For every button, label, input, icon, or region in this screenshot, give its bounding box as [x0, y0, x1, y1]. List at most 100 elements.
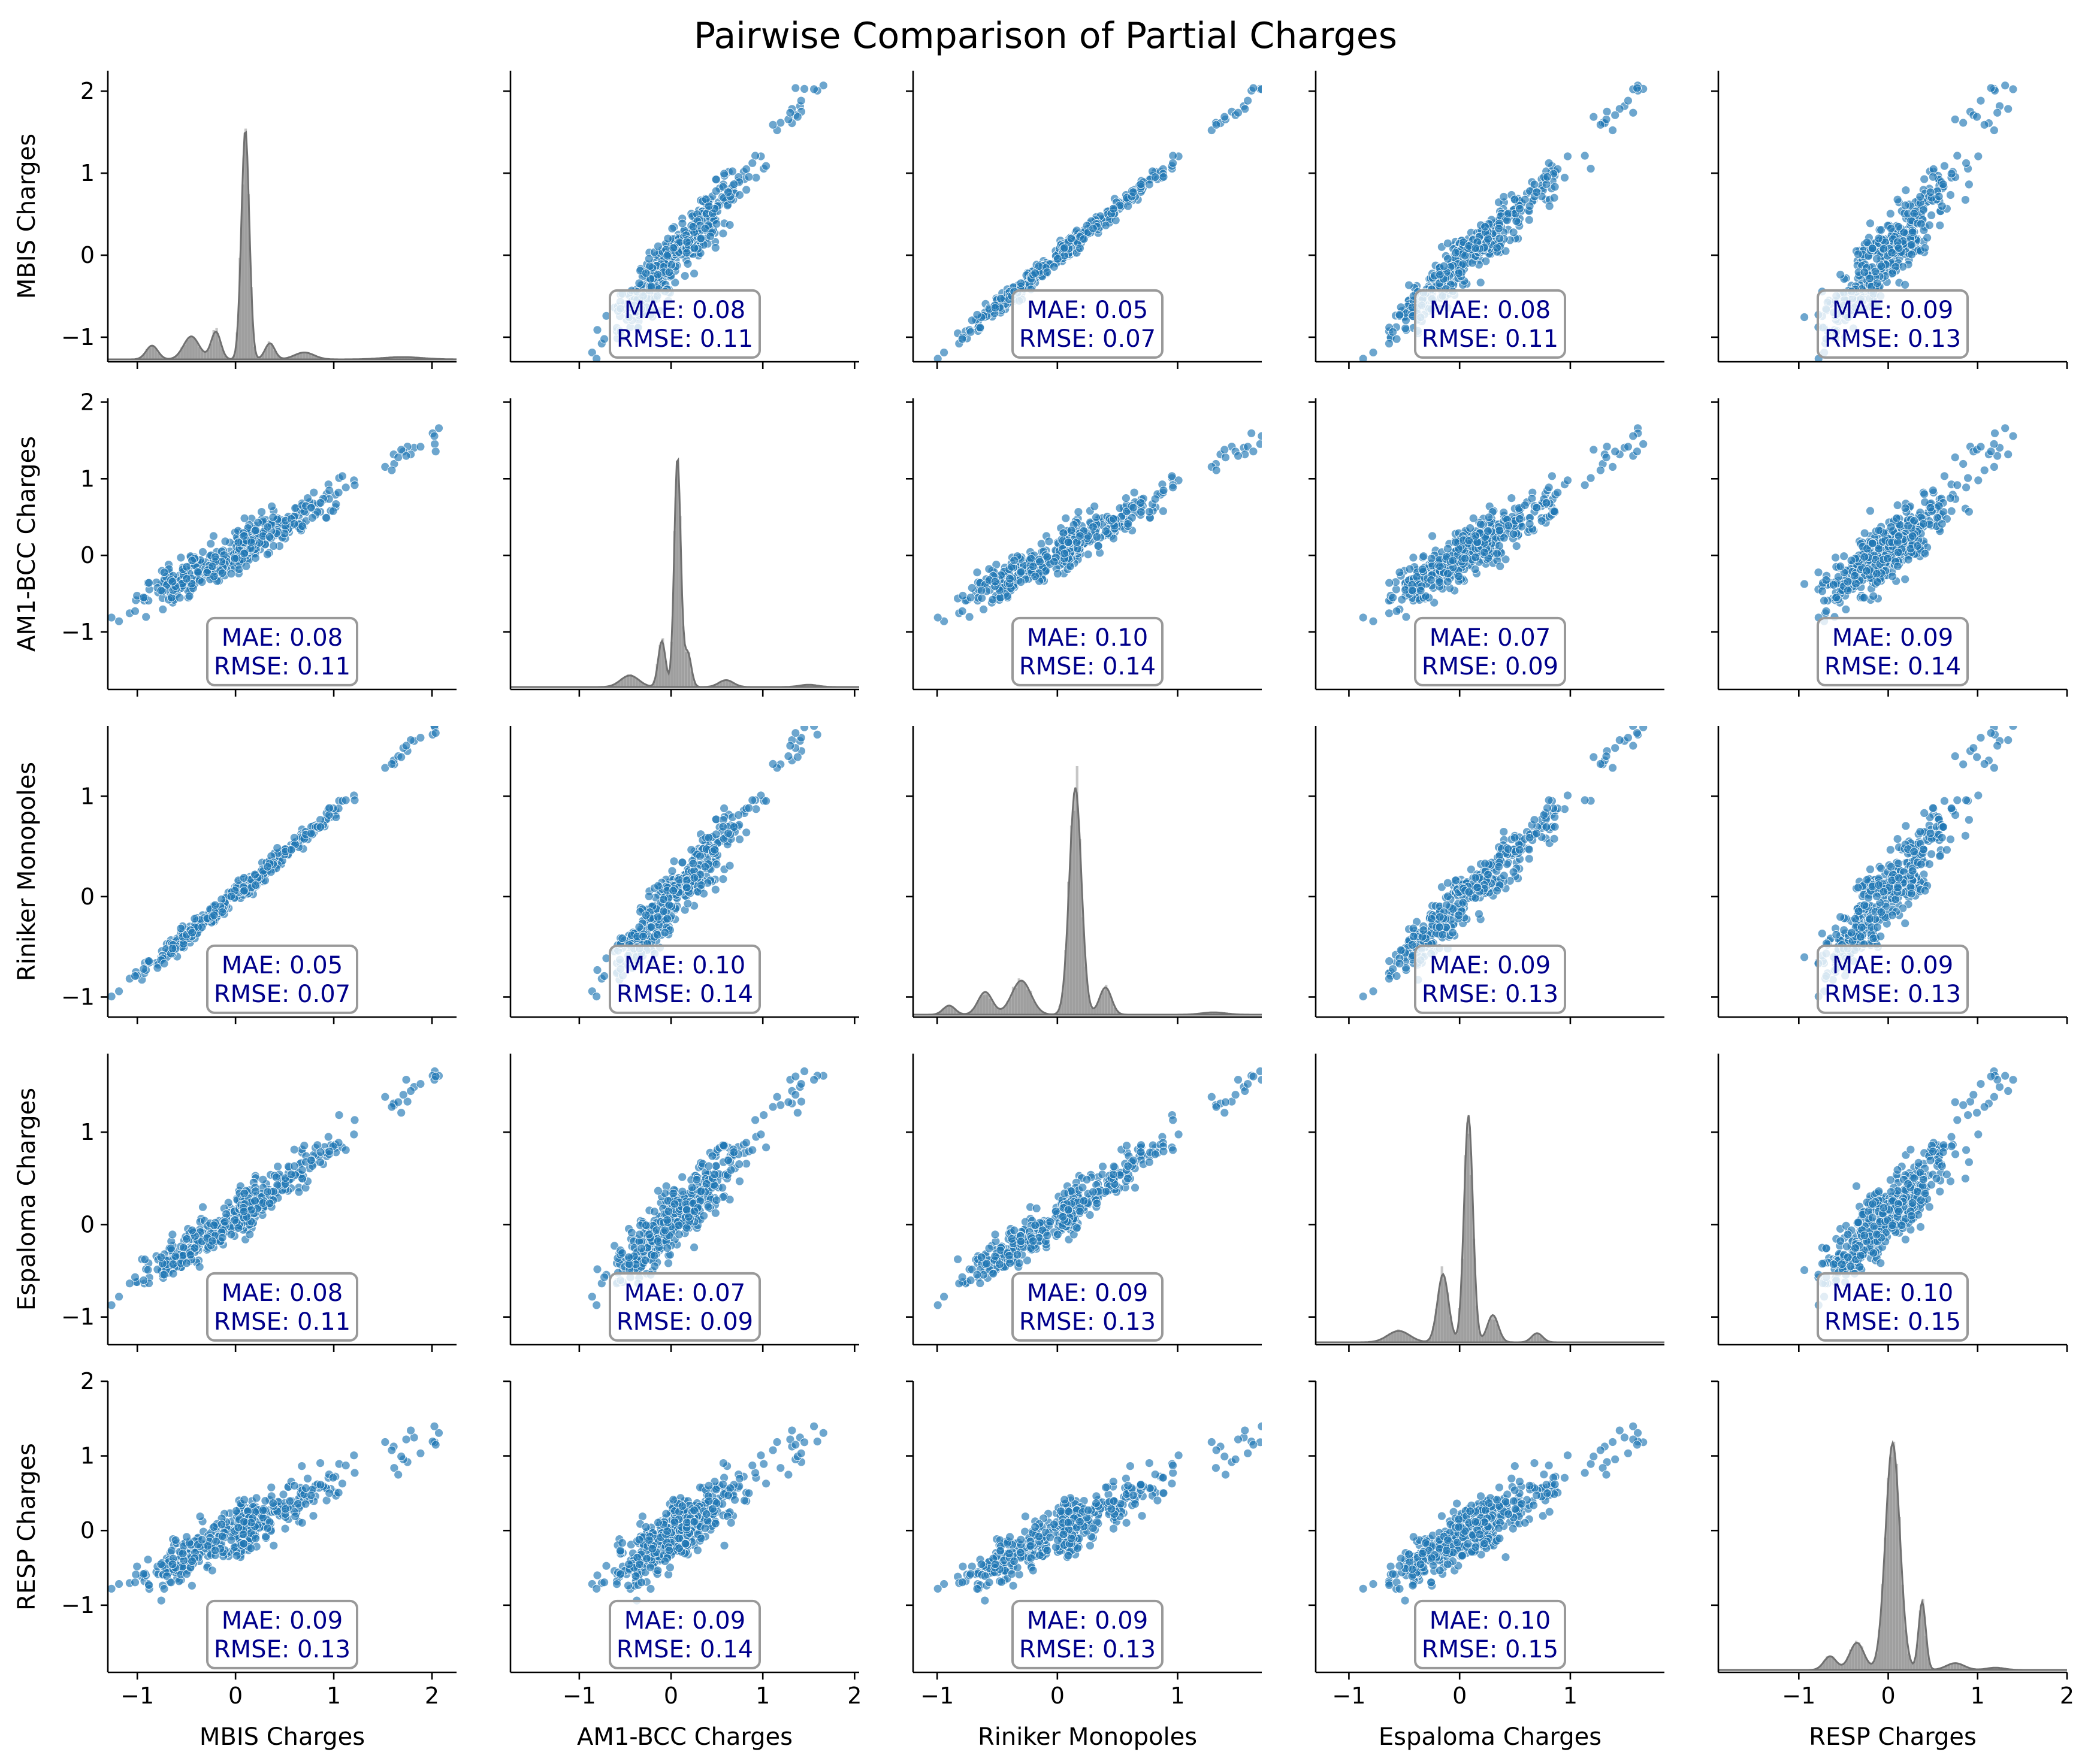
scatter-point [1871, 267, 1880, 276]
mae-label: MAE: 0.05 [1027, 296, 1148, 324]
scatter-point [1962, 158, 1971, 168]
scatter-point [1989, 439, 1999, 449]
scatter-point [131, 972, 140, 981]
scatter-point [1920, 243, 1930, 253]
scatter-point [182, 574, 191, 583]
scatter-point [1868, 244, 1877, 253]
scatter-point [144, 957, 154, 966]
scatter-point [1249, 447, 1258, 456]
scatter-point [1428, 531, 1437, 541]
scatter-point [1451, 248, 1460, 258]
scatter-point [1392, 606, 1401, 616]
scatter-point [1918, 205, 1928, 214]
scatter-point [742, 185, 751, 195]
scatter-point [818, 81, 828, 90]
scatter-point [1123, 519, 1133, 528]
scatter-point [1962, 483, 1971, 492]
scatter-point [1527, 494, 1537, 503]
plot-area [933, 83, 1262, 362]
scatter-point [1512, 541, 1521, 550]
scatter-point [1159, 486, 1168, 495]
scatter-point [1927, 210, 1936, 220]
scatter-point [1010, 556, 1019, 565]
y-tick-label: 0 [80, 242, 95, 268]
scatter-point [1479, 547, 1489, 557]
scatter-point [1608, 126, 1618, 135]
scatter-point [1900, 280, 1910, 289]
scatter-point [1240, 104, 1250, 114]
scatter-point [1465, 524, 1475, 532]
scatter-point [262, 550, 272, 559]
scatter-point [1026, 554, 1036, 563]
scatter-point [1066, 234, 1076, 243]
scatter-point [1894, 222, 1903, 231]
scatter-point [1507, 494, 1516, 503]
scatter-point [1829, 580, 1838, 589]
scatter-point [735, 190, 744, 199]
scatter-point [1893, 501, 1902, 510]
scatter-point [1483, 234, 1493, 244]
scatter-point [1401, 612, 1411, 622]
scatter-point [401, 451, 411, 461]
scatter-point [587, 348, 597, 357]
scatter-point [322, 513, 331, 522]
scatter-point [791, 83, 800, 93]
scatter-point [1150, 173, 1160, 182]
scatter-point [663, 234, 673, 243]
scatter-point [1471, 243, 1480, 253]
scatter-point [1908, 228, 1917, 237]
scatter-point [1923, 233, 1932, 243]
scatter-point [168, 944, 177, 953]
scatter-point [1937, 519, 1947, 528]
scatter-point [1934, 192, 1944, 201]
scatter-point [203, 568, 212, 577]
scatter-point [1159, 506, 1168, 516]
scatter-point [1974, 152, 1983, 161]
scatter-point [1454, 571, 1464, 581]
scatter-point [268, 513, 278, 522]
scatter-point [263, 862, 273, 872]
scatter-point [1108, 204, 1118, 213]
scatter-point [1443, 544, 1452, 553]
scatter-point [1628, 108, 1638, 117]
scatter-point [206, 539, 216, 549]
scatter-point [1075, 243, 1084, 253]
scatter-point [1874, 544, 1884, 553]
scatter-point [1101, 527, 1111, 536]
scatter-point [667, 224, 677, 234]
scatter-point [1632, 447, 1642, 456]
scatter-point [1427, 554, 1436, 563]
stats-box [206, 616, 358, 686]
scatter-point [1492, 549, 1502, 558]
scatter-point [401, 741, 411, 751]
scatter-point [1089, 223, 1098, 233]
scatter-point [156, 586, 166, 595]
scatter-point [1947, 506, 1956, 516]
scatter-point [397, 445, 406, 455]
scatter-point [1043, 267, 1052, 277]
scatter-point [1916, 219, 1926, 229]
scatter-point [230, 554, 240, 563]
scatter-point [1049, 557, 1059, 567]
scatter-point [1800, 313, 1809, 322]
scatter-point [394, 453, 403, 462]
scatter-point [1093, 541, 1103, 550]
scatter-point [670, 278, 680, 288]
scatter-point [1532, 503, 1542, 512]
scatter-point [1524, 215, 1534, 225]
scatter-point [108, 613, 116, 622]
rmse-label: RMSE: 0.14 [1019, 653, 1156, 680]
scatter-point [1049, 262, 1059, 271]
stats-box [1414, 616, 1566, 686]
y-tick-label: 0 [80, 542, 95, 568]
scatter-point [1821, 606, 1831, 616]
scatter-point [1887, 248, 1897, 258]
scatter-point [210, 900, 220, 910]
scatter-point [167, 593, 176, 603]
scatter-point [711, 186, 721, 196]
scatter-point [387, 465, 397, 475]
scatter-point [1879, 244, 1888, 253]
